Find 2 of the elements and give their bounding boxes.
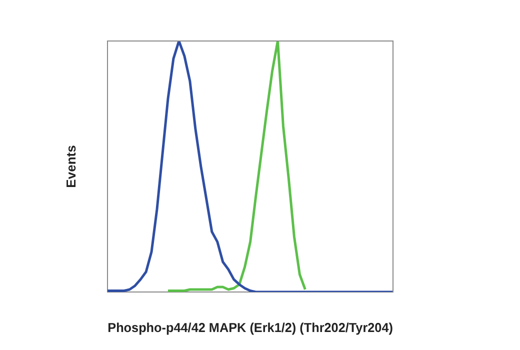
y-axis-title: Events (63, 145, 78, 188)
x-axis-title: Phospho-p44/42 MAPK (Erk1/2) (Thr202/Tyr204) (108, 320, 393, 335)
